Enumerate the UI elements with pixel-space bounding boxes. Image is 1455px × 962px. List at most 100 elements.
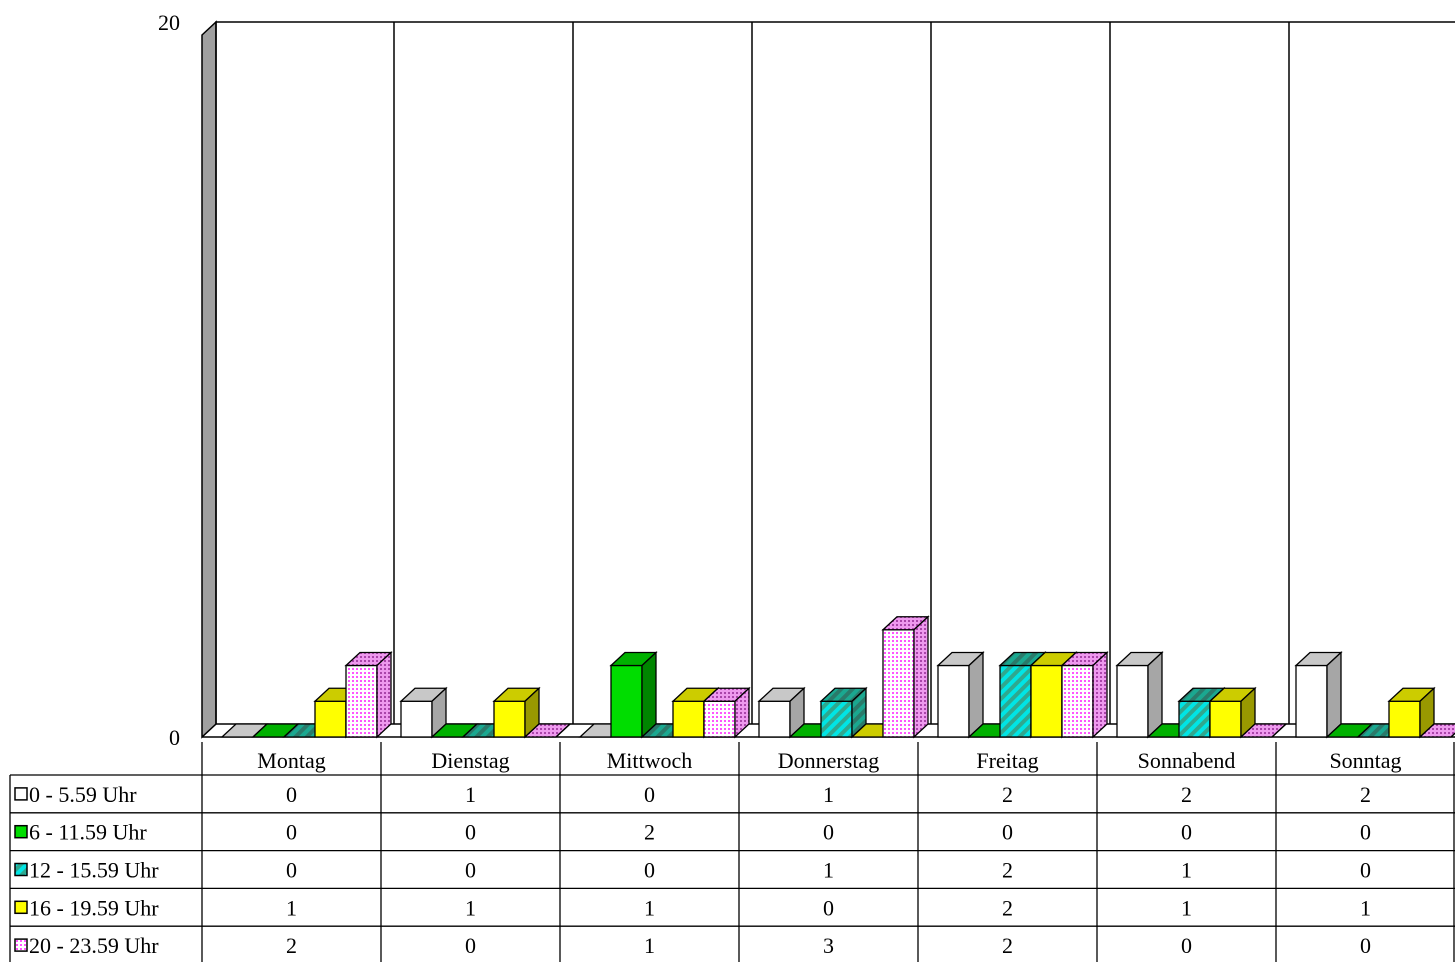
category-label: Mittwoch: [607, 748, 693, 773]
bar-side: [968, 651, 984, 739]
bar-Sonnabend-3: [1208, 686, 1257, 739]
bar-front: [1209, 700, 1242, 738]
bar-Donnerstag-2: [819, 686, 868, 739]
bar-front: [1061, 664, 1094, 738]
bar-front: [882, 629, 915, 738]
category-label: Sonntag: [1329, 748, 1401, 773]
bar-side: [734, 686, 750, 739]
legend-key: [14, 824, 28, 839]
table-cell-value: 2: [1002, 895, 1013, 920]
bar-front: [820, 700, 853, 738]
table-cell-value: 1: [644, 933, 655, 958]
bar-side: [913, 615, 929, 739]
bar-Donnerstag-0: [757, 686, 806, 739]
value-axis: 0 20: [158, 10, 180, 750]
table-cell-value: 0: [465, 820, 476, 845]
table-cell-value: 2: [1002, 782, 1013, 807]
bar-front: [345, 664, 378, 738]
bar-Mittwoch-4: [702, 686, 751, 739]
legend-key: [14, 938, 28, 952]
bar-front: [1295, 664, 1328, 738]
series-name: 16 - 19.59 Uhr: [29, 895, 159, 920]
category-label: Dienstag: [431, 748, 509, 773]
bar-front: [400, 700, 433, 738]
data-table: Montag Dienstag Mittwoch Donnerstag Freitag S…: [9, 742, 1455, 962]
bar-Freitag-0: [936, 651, 985, 739]
bar-side: [641, 651, 657, 739]
table-cell-value: 0: [823, 820, 834, 845]
table-cell-value: 0: [1360, 858, 1371, 883]
bar-Sonntag-3: [1387, 686, 1436, 739]
table-cell-value: 1: [1360, 895, 1371, 920]
table-cell-value: 0: [1002, 820, 1013, 845]
table-cell-value: 0: [286, 782, 297, 807]
table-cell-value: 0: [644, 782, 655, 807]
series-name: 12 - 15.59 Uhr: [29, 858, 159, 883]
table-cell-value: 1: [823, 858, 834, 883]
bar-Sonnabend-0: [1115, 651, 1164, 739]
bar-front: [937, 664, 970, 738]
table-cell-value: 2: [286, 933, 297, 958]
bar-front: [610, 664, 643, 738]
bar-Freitag-4: [1060, 651, 1109, 739]
category-label: Freitag: [976, 748, 1038, 773]
bar-side: [1326, 651, 1342, 739]
bar-Dienstag-4: [523, 723, 572, 738]
table-cell-value: 0: [465, 933, 476, 958]
bar-front: [314, 700, 347, 738]
bar-front: [703, 700, 736, 738]
table-cell-value: 0: [286, 820, 297, 845]
bar-front: [999, 664, 1032, 738]
table-cell-value: 2: [644, 820, 655, 845]
y-tick-label: 20: [158, 10, 180, 35]
bar-side: [555, 723, 571, 738]
table-cell-value: 0: [465, 858, 476, 883]
table-cell-value: 0: [823, 895, 834, 920]
y-tick-label: 0: [169, 725, 180, 750]
table-cell-value: 1: [286, 895, 297, 920]
bar-front: [1116, 664, 1149, 738]
table-cell-value: 1: [644, 895, 655, 920]
bar-Sonntag-4: [1418, 723, 1455, 738]
bar-Dienstag-0: [399, 686, 448, 739]
bar-front: [672, 700, 705, 738]
table-cell-value: 1: [1181, 858, 1192, 883]
category-label: Sonnabend: [1138, 748, 1236, 773]
bar-top: [1418, 723, 1455, 738]
table-cell-value: 1: [465, 782, 476, 807]
table-cell-value: 3: [823, 933, 834, 958]
table-cell-value: 1: [1181, 895, 1192, 920]
bar-front: [1388, 700, 1421, 738]
category-label: Montag: [257, 748, 325, 773]
table-cell-value: 0: [1360, 820, 1371, 845]
bar-Donnerstag-4: [881, 615, 930, 739]
back-wall-border: [215, 21, 1455, 724]
series-name: 20 - 23.59 Uhr: [29, 933, 159, 958]
bar-Montag-4: [344, 651, 393, 739]
legend-key: [14, 862, 28, 877]
bar-front: [493, 700, 526, 738]
table-cell-value: 2: [1360, 782, 1371, 807]
bar-side: [1271, 723, 1287, 738]
legend-key: [14, 900, 28, 915]
table-cell-value: 0: [286, 858, 297, 883]
table-cell-value: 1: [823, 782, 834, 807]
category-label: Donnerstag: [778, 748, 879, 773]
bar-Sonntag-0: [1294, 651, 1343, 739]
bar-side: [376, 651, 392, 739]
table-cell-value: 0: [1181, 933, 1192, 958]
table-cell-value: 2: [1181, 782, 1192, 807]
bar-front: [758, 700, 791, 738]
bar-front: [1178, 700, 1211, 738]
side-wall: [201, 20, 217, 739]
table-cell-value: 1: [465, 895, 476, 920]
table-cell-value: 0: [1181, 820, 1192, 845]
chart-walls: [201, 20, 1455, 739]
series-name: 0 - 5.59 Uhr: [29, 782, 137, 807]
table-cell-value: 0: [1360, 933, 1371, 958]
bar-front: [1030, 664, 1063, 738]
table-cell-value: 2: [1002, 858, 1013, 883]
table-cell-value: 0: [644, 858, 655, 883]
bar-side: [1147, 651, 1163, 739]
